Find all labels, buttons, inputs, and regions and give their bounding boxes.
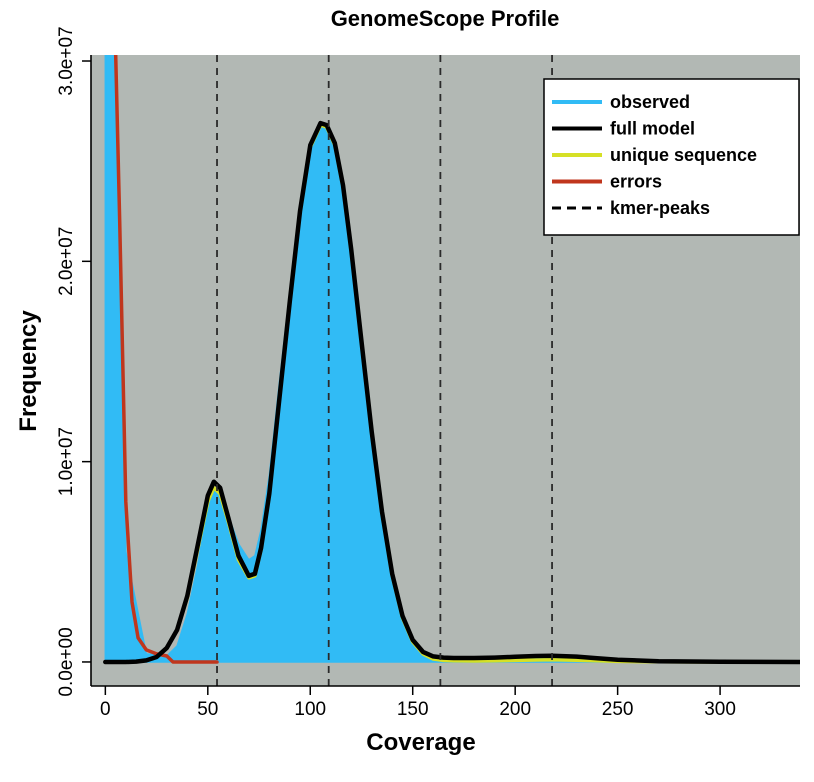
legend-label: unique sequence <box>610 145 757 165</box>
full-model-line <box>103 120 800 665</box>
legend-label: kmer-peaks <box>610 198 710 218</box>
plot-area <box>103 55 800 686</box>
x-tick-label: 200 <box>499 699 531 720</box>
x-axis-title: Coverage <box>366 729 475 756</box>
y-tick-label: 1.0e+07 <box>56 427 77 496</box>
x-tick-label: 250 <box>602 699 634 720</box>
x-tick-label: 0 <box>100 699 111 720</box>
y-tick-label: 0.0e+00 <box>56 627 77 696</box>
x-tick-label: 150 <box>397 699 429 720</box>
legend-label: observed <box>610 92 690 112</box>
legend-label: full model <box>610 119 695 139</box>
y-axis: 0.0e+00 1.0e+07 2.0e+07 3.0e+07 <box>56 26 91 697</box>
y-tick-label: 2.0e+07 <box>56 227 77 296</box>
x-axis: 0 50 100 150 200 250 300 <box>100 686 736 720</box>
x-tick-label: 100 <box>294 699 326 720</box>
legend-label: errors <box>610 172 662 192</box>
legend: observed full model unique sequence errors k… <box>543 78 800 236</box>
y-tick-label: 3.0e+07 <box>56 26 77 95</box>
x-tick-label: 300 <box>704 699 736 720</box>
y-axis-title: Frequency <box>15 310 42 432</box>
errors-line <box>113 55 219 664</box>
x-tick-label: 50 <box>197 699 218 720</box>
chart-title: GenomeScope Profile <box>331 6 560 31</box>
